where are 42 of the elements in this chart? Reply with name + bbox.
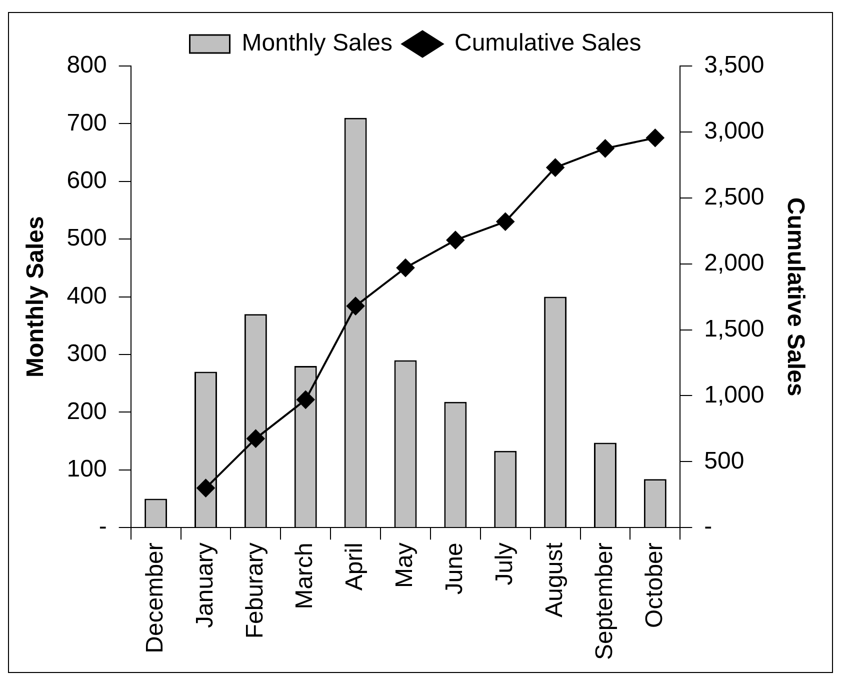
y2-tick-label: 500 [704,447,744,474]
x-tick-label: June [441,542,468,595]
point [446,231,464,250]
y2-tick-label: 3,500 [704,52,764,79]
y-tick-label: 100 [66,456,107,483]
point [346,297,365,316]
x-tick-label: December [141,542,168,654]
x-tick-label: October [640,542,668,628]
point [396,258,414,277]
y-axis-title: Monthly Sales [22,216,50,378]
y-tick-label: - [98,513,107,540]
y-tick-label: 300 [66,340,107,368]
y2-tick-label: - [704,513,712,540]
point [596,139,614,158]
x-tick-label: May [391,542,418,588]
y2-tick-label: 1,500 [704,315,764,342]
y2-axis-title: Cumulative Sales [782,197,809,396]
point [196,479,215,498]
point [646,128,664,147]
y2-tick-label: 2,000 [704,249,764,276]
y2-tick-label: 2,500 [704,184,764,211]
legend-label: Cumulative Sales [454,30,642,57]
x-tick-label: March [291,542,318,610]
y-tick-label: 700 [66,109,107,136]
x-tick-label: August [540,542,568,618]
y-tick-label: 600 [66,167,107,194]
point [546,158,564,177]
legend-label: Monthly Sales [242,30,393,57]
y-tick-label: 400 [66,282,107,310]
y2-tick-label: 1,000 [704,381,764,408]
x-tick-label: July [490,542,518,586]
point [296,390,315,409]
y2-tick-label: 3,000 [704,118,764,145]
y-tick-label: 800 [66,52,107,79]
point [496,212,514,231]
x-tick-label: Feburary [241,542,268,639]
x-tick-label: September [590,542,618,660]
point [246,430,265,448]
y-tick-label: 500 [66,224,107,252]
x-tick-label: April [341,542,368,591]
y-tick-label: 200 [66,398,107,425]
x-tick-label: January [191,542,218,628]
